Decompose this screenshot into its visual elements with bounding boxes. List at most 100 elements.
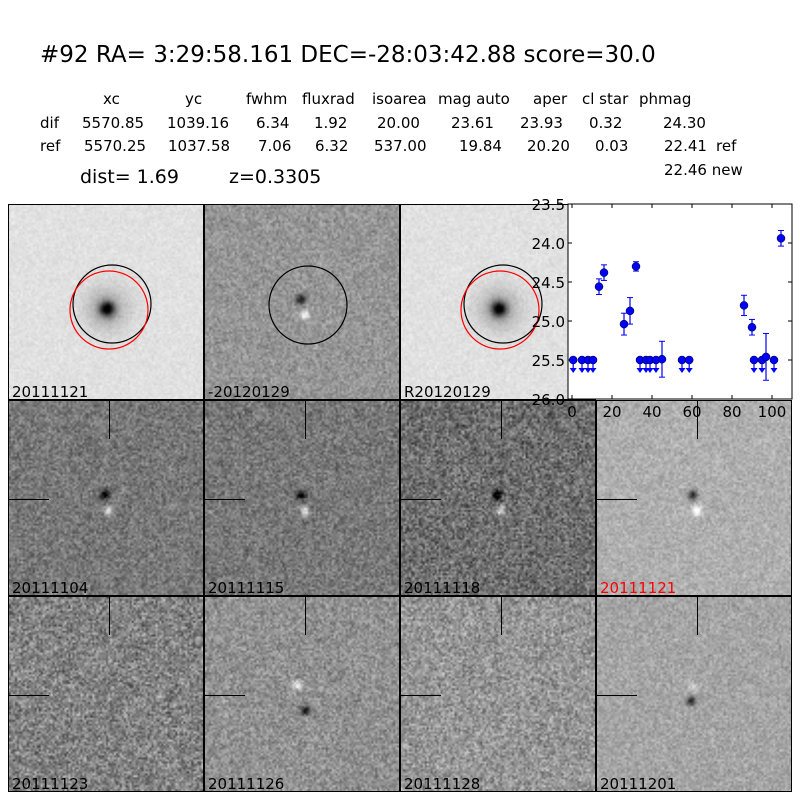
- stamp-label: 20111126: [208, 775, 285, 792]
- x-tick-label: 60: [682, 403, 701, 421]
- stamp-new: 20111121: [8, 204, 204, 400]
- ref-suffix: ref: [716, 137, 737, 155]
- crosshair-vertical: [697, 597, 698, 635]
- crosshair-horizontal: [205, 695, 245, 696]
- stamp-label: R20120129: [404, 383, 491, 400]
- x-tick-label: 40: [642, 403, 661, 421]
- cell: 20.20: [527, 137, 570, 155]
- stamp-label: 20111201: [600, 775, 677, 792]
- cell: 7.06: [258, 137, 292, 155]
- stamp-label: 20111123: [12, 775, 89, 792]
- col-mag-auto: mag auto: [438, 90, 510, 108]
- data-point: [625, 306, 635, 316]
- col-xc: xc: [103, 90, 120, 108]
- stamp-label: 20111115: [208, 579, 285, 596]
- upper-limit-arrow: [758, 368, 766, 373]
- crosshair-horizontal: [9, 695, 49, 696]
- crosshair-horizontal: [401, 695, 441, 696]
- col-phmag: phmag: [639, 90, 692, 108]
- col-cl-star: cl star: [582, 90, 629, 108]
- stamp-label: 20111121: [12, 383, 89, 400]
- upper-limit-arrow: [646, 368, 654, 373]
- cell: 1039.16: [167, 114, 230, 132]
- plot-area: [567, 203, 793, 400]
- cell: 6.32: [315, 137, 349, 155]
- y-tick-label: 25.0: [532, 313, 565, 331]
- data-point: [594, 282, 604, 291]
- candidate-title: #92 RA= 3:29:58.161 DEC=-28:03:42.88 sco…: [40, 42, 656, 68]
- stamp-image: [401, 597, 595, 791]
- redshift-value: z=0.3305: [229, 166, 322, 188]
- epoch-stamp: 20111201: [596, 596, 792, 792]
- data-point: [619, 319, 629, 329]
- upper-limit-arrow: [578, 368, 586, 373]
- x-tick-label: 20: [602, 403, 621, 421]
- dif-circle: [268, 265, 348, 345]
- upper-limit-arrow: [569, 368, 577, 373]
- stamp-image: [597, 401, 791, 595]
- col-fluxrad: fluxrad: [302, 90, 355, 108]
- data-point: [776, 234, 786, 243]
- stamp-image: [9, 401, 203, 595]
- epoch-stamp: 20111121: [596, 400, 792, 596]
- epoch-stamp: 20111128: [400, 596, 596, 792]
- stamp-image: [9, 205, 203, 399]
- stamp-diff: -20120129: [204, 204, 400, 400]
- new-mag: 22.46 new: [664, 161, 743, 179]
- cell: 5570.25: [84, 137, 147, 155]
- cell: 20.00: [377, 114, 420, 132]
- aperture-circles: [69, 264, 152, 350]
- upper-limit-point: [568, 355, 578, 365]
- epoch-stamp: 20111123: [8, 596, 204, 792]
- stamp-label: 20111128: [404, 775, 481, 792]
- y-tick-label: 26.0: [532, 391, 565, 409]
- crosshair-vertical: [305, 597, 306, 635]
- upper-limit-arrow: [750, 368, 758, 373]
- stamp-label: -20120129: [208, 383, 290, 400]
- row-label: dif: [40, 114, 59, 132]
- data-point: [739, 301, 749, 310]
- stamp-label: 20111118: [404, 579, 481, 596]
- stamp-image: [401, 401, 595, 595]
- data-point: [631, 262, 641, 271]
- data-point: [657, 354, 667, 364]
- dif-circle: [72, 264, 152, 344]
- upper-limit-arrow: [584, 368, 592, 373]
- crosshair-vertical: [109, 597, 110, 635]
- stamp-image: [205, 597, 399, 791]
- upper-limit-arrow: [589, 368, 597, 373]
- crosshair-horizontal: [597, 695, 637, 696]
- crosshair-vertical: [109, 401, 110, 439]
- cell: 19.84: [459, 137, 502, 155]
- epoch-stamp: 20111118: [400, 400, 596, 596]
- cell: 0.32: [589, 114, 623, 132]
- col-fwhm: fwhm: [246, 90, 288, 108]
- light-curve-chart: 23.5 24.0 24.5 25.0 25.5 26.00 20 40 60 80 100: [532, 196, 793, 421]
- upper-limit-arrow: [770, 368, 778, 373]
- upper-limit-point: [684, 355, 694, 365]
- stamp-image: [597, 597, 791, 791]
- data-point: [761, 352, 771, 362]
- col-aper: aper: [533, 90, 568, 108]
- upper-limit-point: [769, 355, 779, 365]
- upper-limit-point: [677, 355, 687, 365]
- col-yc: yc: [185, 90, 203, 108]
- dist-value: dist= 1.69: [80, 166, 179, 188]
- x-tick-label: 0: [567, 403, 577, 421]
- upper-limit-point: [588, 355, 598, 365]
- upper-limit-arrow: [652, 368, 660, 373]
- cell: 23.93: [520, 114, 563, 132]
- upper-limit-point: [749, 355, 759, 365]
- cell: 537.00: [374, 137, 427, 155]
- crosshair-horizontal: [205, 499, 245, 500]
- cell: 5570.85: [82, 114, 145, 132]
- stamp-label: 20111121: [600, 579, 677, 596]
- col-isoarea: isoarea: [372, 90, 427, 108]
- epoch-stamp: 20111104: [8, 400, 204, 596]
- epoch-stamp: 20111126: [204, 596, 400, 792]
- y-tick-label: 25.5: [532, 352, 565, 370]
- cell: 24.30: [663, 114, 706, 132]
- data-point: [599, 268, 609, 277]
- upper-limit-arrow: [685, 368, 693, 373]
- stamp-label: 20111104: [12, 579, 89, 596]
